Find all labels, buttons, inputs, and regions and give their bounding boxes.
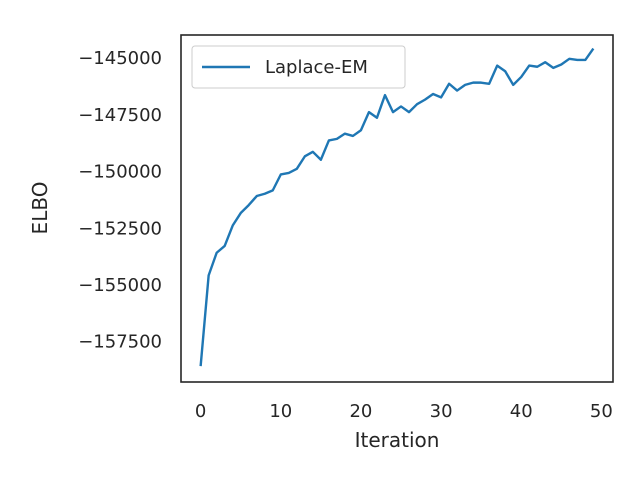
x-tick-label: 50 bbox=[590, 401, 613, 422]
x-axis-label: Iteration bbox=[355, 428, 440, 452]
y-axis-label: ELBO bbox=[28, 182, 52, 235]
x-tick-label: 0 bbox=[195, 401, 206, 422]
legend: Laplace-EM bbox=[191, 45, 406, 89]
legend-box bbox=[191, 45, 406, 89]
axes-frame bbox=[180, 34, 614, 383]
x-tick-label: 30 bbox=[430, 401, 453, 422]
series-line-0 bbox=[199, 47, 595, 367]
x-tick-label: 40 bbox=[510, 401, 533, 422]
x-tick-labels: 0 10 20 30 40 50 bbox=[195, 401, 613, 422]
x-tick-label: 10 bbox=[269, 401, 292, 422]
y-tick-label: −152500 bbox=[78, 218, 162, 239]
x-tick-label: 20 bbox=[349, 401, 372, 422]
y-tick-label: −147500 bbox=[78, 105, 162, 126]
y-tick-labels: −145000 −147500 −150000 −152500 −155000 −1575… bbox=[78, 48, 162, 353]
y-tick-label: −157500 bbox=[78, 332, 162, 353]
y-tick-label: −150000 bbox=[78, 162, 162, 183]
y-tick-label: −155000 bbox=[78, 275, 162, 296]
legend-label: Laplace-EM bbox=[265, 57, 368, 78]
y-tick-label: −145000 bbox=[78, 48, 162, 69]
plot-lines bbox=[199, 47, 595, 367]
